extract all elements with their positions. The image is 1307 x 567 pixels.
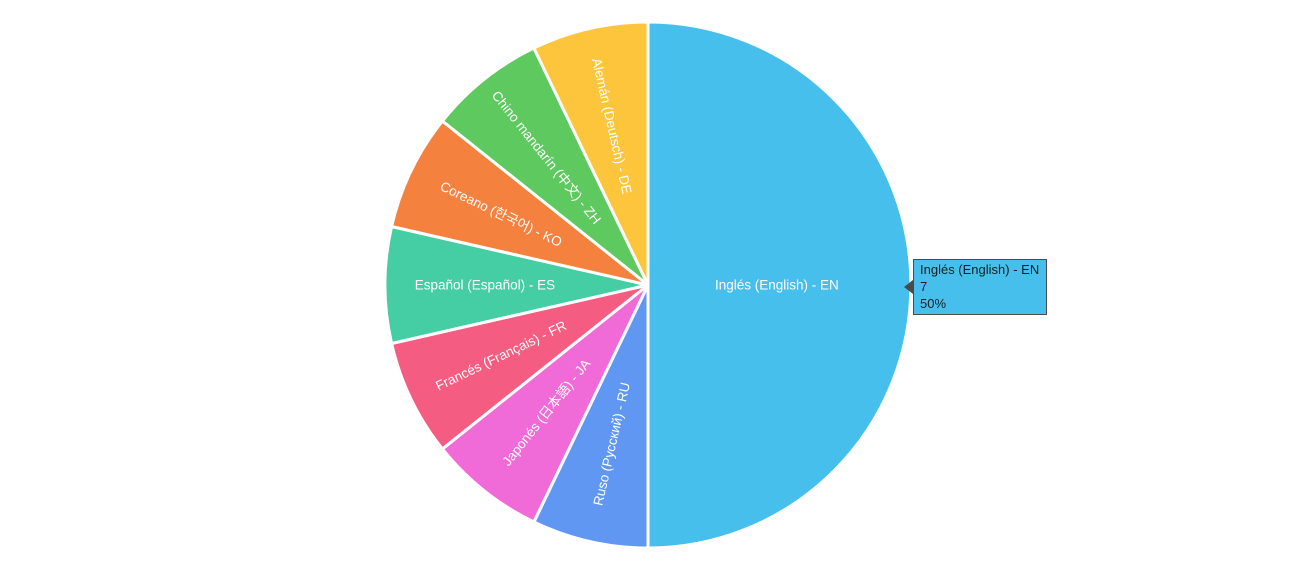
tooltip-title: Inglés (English) - EN [920, 262, 1040, 277]
slice-label: Inglés (English) - EN [715, 278, 839, 293]
slice-label: Español (Español) - ES [415, 278, 555, 293]
pie-slice[interactable] [440, 283, 650, 524]
pie-slice[interactable] [383, 224, 650, 346]
pie-slice[interactable] [532, 20, 650, 287]
tooltip-value: 7 [920, 279, 928, 294]
pie-slice[interactable] [532, 283, 650, 550]
pie-slice[interactable] [390, 283, 650, 451]
pie-slice[interactable] [440, 46, 650, 287]
pie-slice[interactable] [390, 119, 650, 287]
chart-tooltip: Inglés (English) - EN 7 50% [904, 259, 1048, 315]
tooltip-caret-left-icon [904, 280, 913, 294]
tooltip-percent: 50% [920, 296, 947, 311]
